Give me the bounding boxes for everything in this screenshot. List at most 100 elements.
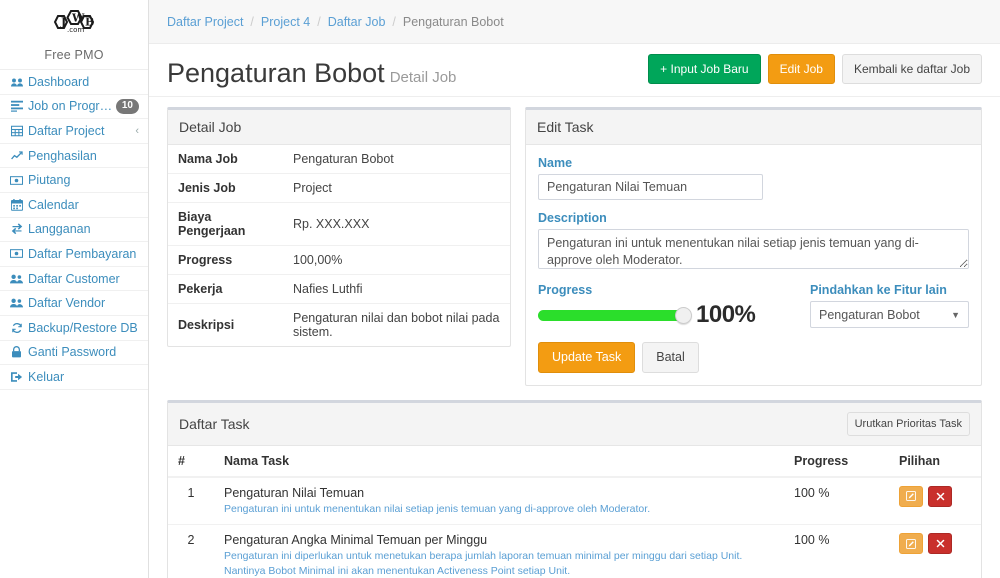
sidebar-item-backup-restore-db[interactable]: Backup/Restore DB (0, 316, 148, 341)
sidebar-item-label: Piutang (28, 173, 71, 188)
task-name-cell: Pengaturan Angka Minimal Temuan per Ming… (214, 524, 784, 578)
page-title-text: Pengaturan Bobot (167, 57, 385, 88)
task-name: Pengaturan Angka Minimal Temuan per Ming… (224, 533, 488, 548)
signout-icon (9, 371, 24, 383)
sync-icon (9, 322, 24, 334)
task-number: 1 (168, 475, 214, 525)
top-row: Detail Job Nama Job Pengaturan Bobot (167, 107, 982, 400)
sidebar-item-label: Penghasilan (28, 148, 97, 163)
list-icon (9, 100, 24, 113)
sidebar-item-label: Ganti Password (28, 345, 117, 360)
sidebar-item-daftar-customer[interactable]: Daftar Customer (0, 267, 148, 292)
detail-job-body: Nama Job Pengaturan Bobot Jenis Job Proj… (168, 145, 510, 346)
sidebar-item-daftar-pembayaran[interactable]: Daftar Pembayaran (0, 242, 148, 267)
progress-slider-fill (538, 309, 686, 321)
money-icon (9, 175, 24, 186)
kembali-ke-daftar-job-button[interactable]: Kembali ke daftar Job (841, 54, 982, 84)
close-icon[interactable] (928, 485, 952, 507)
sidebar-item-label: Daftar Vendor (28, 296, 106, 311)
breadcrumb-item-project-4[interactable]: Project 4 (260, 14, 311, 29)
detail-value: Project (283, 173, 510, 203)
sidebar-item-label: Daftar Pembayaran (28, 246, 137, 261)
move-feature-group: Pindahkan ke Fitur lain Pengaturan Bobot… (810, 283, 969, 329)
brand-block[interactable]: J W B .com Free PMO (0, 0, 148, 70)
detail-value: 100,00% (283, 245, 510, 275)
detail-key: Biaya Pengerjaan (168, 202, 283, 246)
move-feature-label: Pindahkan ke Fitur lain (810, 283, 947, 297)
name-label: Name (538, 156, 573, 170)
sidebar-item-label: Keluar (28, 369, 65, 384)
detail-job-table: Nama Job Pengaturan Bobot Jenis Job Proj… (168, 145, 510, 346)
task-actions-cell (889, 524, 981, 578)
task-name-cell: Pengaturan Nilai Temuan Pengaturan ini u… (214, 475, 784, 525)
sidebar-item-job-on-progress[interactable]: Job on Progress 10 (0, 95, 148, 120)
input-job-baru-button[interactable]: + Input Job Baru (648, 54, 761, 84)
table-row: Deskripsi Pengaturan nilai dan bobot nil… (168, 303, 510, 346)
detail-value: Nafies Luthfi (283, 274, 510, 304)
jwb-logo-icon: J W B .com (43, 8, 105, 46)
sidebar-item-ganti-password[interactable]: Ganti Password (0, 341, 148, 366)
chevron-down-icon: ▼ (951, 309, 960, 320)
brand-name: Free PMO (44, 47, 104, 62)
name-input[interactable] (538, 174, 763, 200)
sidebar-item-daftar-vendor[interactable]: Daftar Vendor (0, 291, 148, 316)
pencil-square-icon[interactable] (899, 533, 923, 555)
sidebar-item-dashboard[interactable]: Dashboard (0, 70, 148, 95)
progress-slider-handle[interactable] (675, 306, 692, 324)
edit-job-button[interactable]: Edit Job (767, 54, 835, 84)
edit-task-buttons: Update Task Batal (538, 342, 969, 373)
sidebar-nav: Dashboard Job on Progress 10 Daftar Proj… (0, 70, 148, 390)
breadcrumb-item-daftar-job[interactable]: Daftar Job (327, 14, 386, 29)
progress-slider[interactable] (538, 306, 692, 324)
detail-job-panel: Detail Job Nama Job Pengaturan Bobot (167, 107, 511, 347)
sidebar-item-label: Daftar Project (28, 123, 105, 138)
sidebar-item-label: Langganan (28, 222, 91, 237)
table-row: Progress 100,00% (168, 245, 510, 275)
svg-text:.com: .com (67, 26, 84, 34)
urutkan-prioritas-task-button-top[interactable]: Urutkan Prioritas Task (846, 411, 970, 436)
task-number: 2 (168, 524, 214, 578)
edit-task-body: Name Description Progress (526, 145, 981, 385)
description-textarea[interactable] (538, 229, 969, 269)
task-actions-cell (889, 475, 981, 525)
column-header-num: # (168, 445, 214, 478)
detail-key: Nama Job (178, 152, 238, 166)
sidebar-item-keluar[interactable]: Keluar (0, 365, 148, 390)
main-content: Daftar Project / Project 4 / Daftar Job … (149, 0, 1000, 578)
table-row: Nama Job Pengaturan Bobot (168, 145, 510, 174)
edit-task-header: Edit Task (526, 110, 981, 145)
task-progress: 100 % (784, 524, 889, 578)
edit-task-title: Edit Task (537, 119, 594, 135)
progress-percent-value: 100% (696, 301, 756, 328)
status-badge: 10 (115, 99, 139, 114)
name-field-group: Name (538, 156, 969, 200)
update-task-button[interactable]: Update Task (538, 342, 636, 373)
table-row: Biaya Pengerjaan Rp. XXX.XXX (168, 202, 510, 246)
input-job-baru-label: Input Job Baru (670, 62, 749, 76)
task-description: Pengaturan ini untuk menentukan nilai se… (224, 502, 651, 515)
dashboard-icon (9, 76, 24, 88)
table-icon (9, 125, 24, 137)
batal-button[interactable]: Batal (642, 342, 699, 373)
sidebar-item-calendar[interactable]: Calendar (0, 193, 148, 218)
task-action-buttons (899, 533, 971, 555)
close-icon[interactable] (928, 533, 952, 555)
table-row: 2 Pengaturan Angka Minimal Temuan per Mi… (168, 524, 981, 578)
lock-icon (9, 346, 24, 358)
page-title: Pengaturan Bobot Detail Job (167, 57, 456, 88)
plus-icon: + (660, 62, 668, 76)
breadcrumb: Daftar Project / Project 4 / Daftar Job … (149, 0, 1000, 44)
move-feature-select[interactable]: Pengaturan Bobot ▼ (810, 301, 969, 328)
table-row: Pekerja Nafies Luthfi (168, 274, 510, 304)
breadcrumb-item-daftar-project[interactable]: Daftar Project (167, 14, 244, 29)
sidebar-item-penghasilan[interactable]: Penghasilan (0, 144, 148, 169)
column-header-name: Nama Task (214, 445, 784, 478)
sidebar-item-daftar-project[interactable]: Daftar Project ‹ (0, 119, 148, 144)
sidebar-item-langganan[interactable]: Langganan (0, 218, 148, 243)
pencil-square-icon[interactable] (899, 485, 923, 507)
sidebar-item-piutang[interactable]: Piutang (0, 168, 148, 193)
progress-label: Progress (538, 283, 593, 297)
task-action-buttons (899, 485, 971, 507)
detail-value: Pengaturan Bobot (293, 152, 394, 166)
calendar-icon (9, 198, 24, 211)
